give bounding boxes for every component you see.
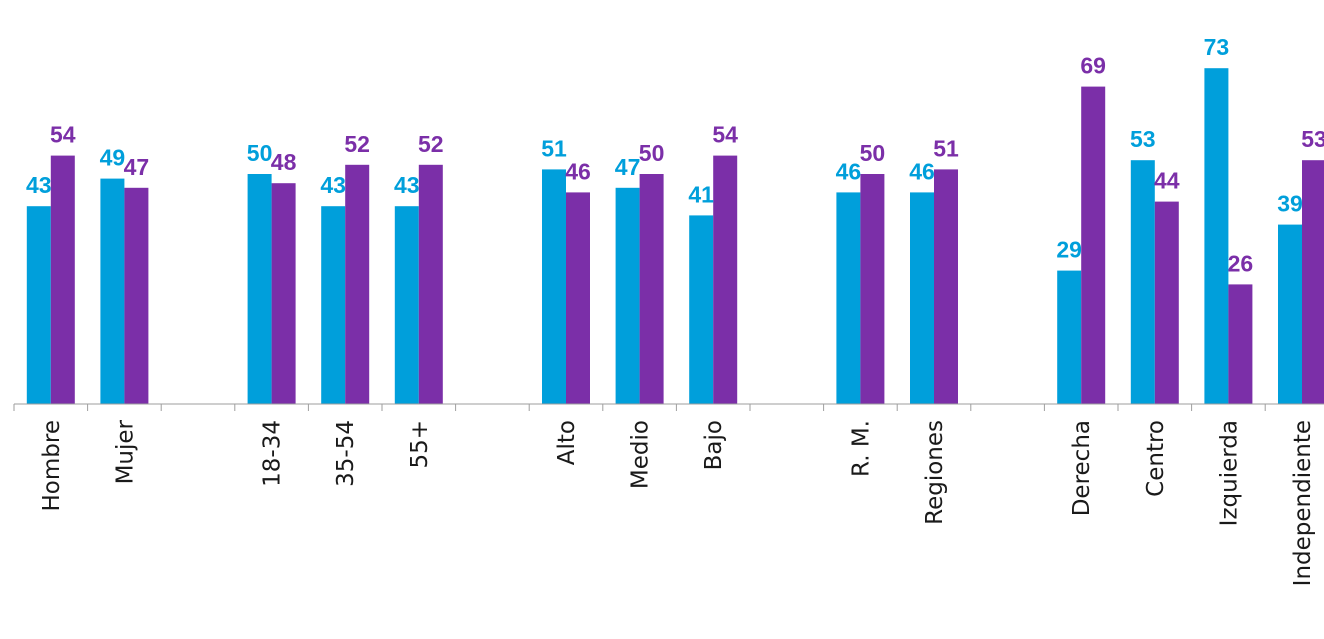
bar-series-2 (860, 174, 885, 404)
category-label: Alto (554, 420, 580, 465)
bar-series-2 (934, 169, 958, 404)
bar-series-1 (394, 206, 419, 404)
bar-value-label: 50 (860, 140, 886, 166)
bar-value-label: 43 (394, 172, 420, 198)
bar-series-2 (1154, 201, 1179, 404)
bar-series-1 (1057, 270, 1082, 404)
bar-value-label: 41 (688, 181, 714, 207)
bar-value-label: 51 (933, 135, 959, 161)
bar-series-2 (1228, 284, 1253, 404)
category-label: 35-54 (333, 420, 359, 487)
category-label: 18-34 (260, 420, 286, 487)
category-label: 55+ (407, 420, 433, 469)
bar-value-label: 46 (565, 158, 591, 184)
bar-value-label: 48 (271, 149, 297, 175)
bar-series-1 (689, 215, 714, 404)
bar-value-label: 47 (615, 154, 641, 180)
bar-series-1 (615, 187, 640, 404)
bar-series-1 (910, 192, 934, 404)
bars-layer (26, 68, 1324, 404)
bar-series-2 (124, 187, 149, 404)
bar-series-2 (50, 155, 75, 404)
bar-series-2 (1302, 160, 1324, 404)
bar-series-2 (639, 174, 664, 404)
bar-value-label: 46 (836, 158, 862, 184)
bar-series-1 (26, 206, 51, 404)
bar-series-1 (247, 174, 272, 404)
bar-series-1 (836, 192, 861, 404)
bar-value-label: 46 (909, 158, 935, 184)
bar-value-label: 54 (712, 122, 738, 148)
bar-value-label: 52 (344, 131, 370, 157)
bar-value-label: 53 (1130, 126, 1156, 152)
category-label: Regiones (922, 420, 948, 525)
bar-series-2 (345, 164, 370, 404)
bar-value-label: 47 (124, 154, 150, 180)
category-label: Derecha (1069, 420, 1095, 516)
category-labels-layer: Hombre Mujer 18-34 35-54 55+ Alto Medio Bajo R. … (39, 419, 1316, 586)
category-label: Independiente (1290, 420, 1316, 586)
bar-series-1 (1204, 68, 1229, 404)
bar-series-1 (100, 178, 125, 404)
category-label: Centro (1143, 420, 1169, 497)
bar-value-label: 39 (1277, 191, 1303, 217)
bar-series-1 (321, 206, 346, 404)
bar-value-label: 43 (320, 172, 346, 198)
bar-series-2 (713, 155, 738, 404)
category-label: Mujer (112, 419, 138, 484)
bar-series-2 (1081, 86, 1106, 404)
bar-value-label: 29 (1056, 237, 1082, 263)
bar-series-2 (271, 183, 296, 404)
category-label: Hombre (39, 420, 65, 511)
bar-series-1 (1278, 224, 1302, 404)
bar-value-label: 51 (541, 135, 567, 161)
bar-value-label: 69 (1080, 53, 1106, 79)
category-label: Izquierda (1216, 420, 1242, 526)
category-label: Medio (628, 420, 654, 489)
category-label: Bajo (701, 420, 727, 470)
x-axis (13, 403, 1324, 411)
bar-value-label: 26 (1228, 250, 1254, 276)
bar-value-label: 50 (639, 140, 665, 166)
category-label: R. M. (848, 420, 874, 477)
bar-value-label: 53 (1301, 126, 1324, 152)
bar-value-label: 54 (50, 122, 76, 148)
bar-series-1 (542, 169, 566, 404)
bar-value-label: 49 (100, 145, 126, 171)
bar-value-label: 73 (1204, 34, 1230, 60)
bar-value-label: 50 (247, 140, 273, 166)
bar-value-label: 44 (1154, 168, 1180, 194)
bar-series-2 (566, 192, 590, 404)
bar-series-1 (1130, 160, 1155, 404)
bar-series-2 (418, 164, 443, 404)
bar-value-label: 52 (418, 131, 444, 157)
bar-value-label: 43 (26, 172, 52, 198)
